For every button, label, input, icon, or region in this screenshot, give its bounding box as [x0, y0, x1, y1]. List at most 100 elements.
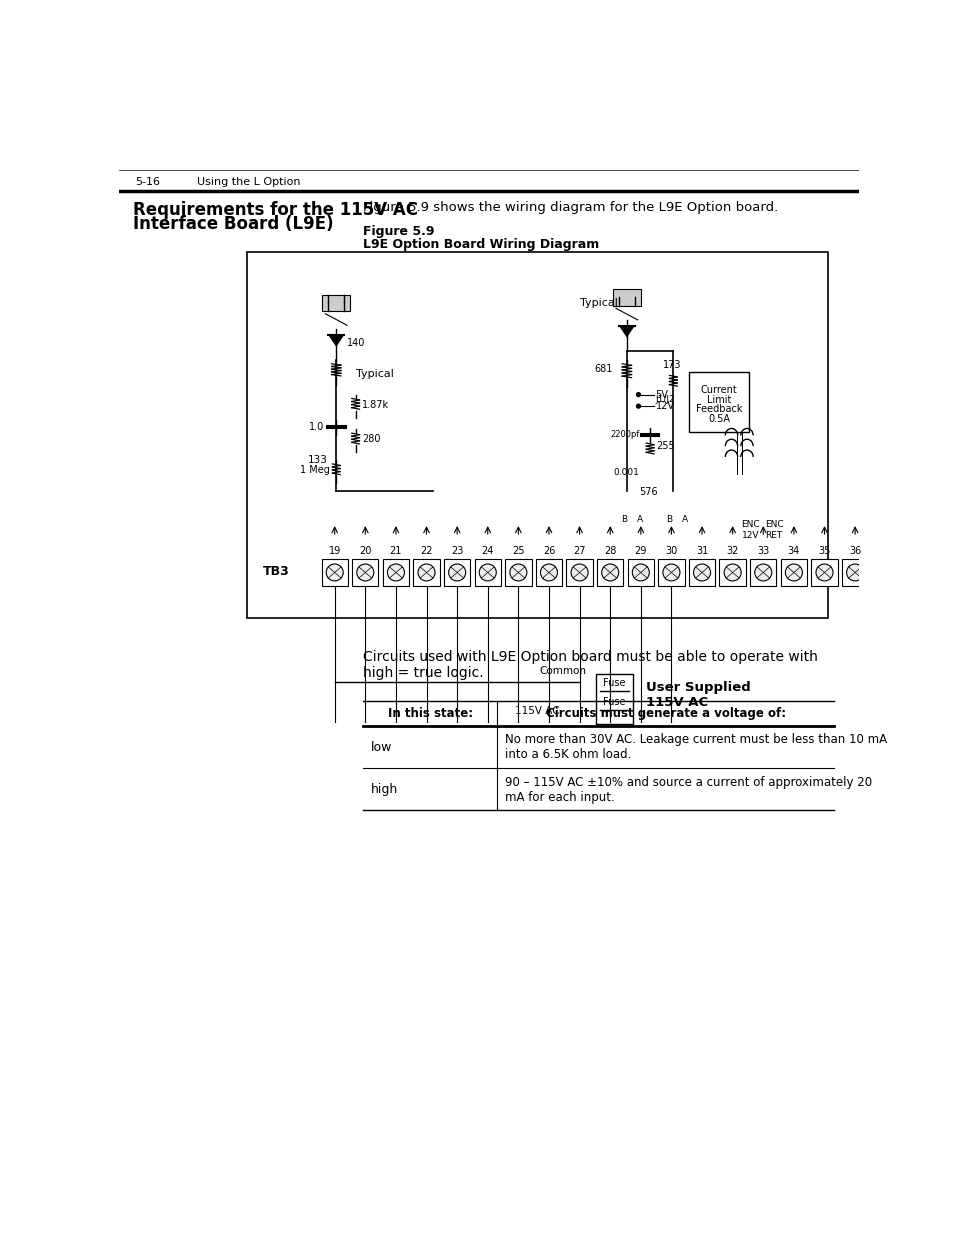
- Circle shape: [693, 564, 710, 580]
- Circle shape: [723, 564, 740, 580]
- Text: J1/J2: J1/J2: [655, 395, 675, 405]
- Text: 1.0: 1.0: [308, 422, 323, 432]
- Circle shape: [815, 564, 832, 580]
- Text: No more than 30V AC. Leakage current must be less than 10 mA
into a 6.5K ohm loa: No more than 30V AC. Leakage current mus…: [505, 734, 886, 762]
- Text: 576: 576: [639, 487, 658, 496]
- Circle shape: [571, 564, 587, 580]
- Text: 280: 280: [361, 435, 380, 445]
- Text: Circuits must generate a voltage of:: Circuits must generate a voltage of:: [545, 706, 785, 720]
- Text: User Supplied
115V AC: User Supplied 115V AC: [645, 680, 750, 709]
- Bar: [413, 558, 439, 585]
- Text: 19: 19: [328, 546, 340, 556]
- Circle shape: [784, 564, 801, 580]
- Text: 24: 24: [481, 546, 494, 556]
- Text: 35: 35: [818, 546, 830, 556]
- Text: 1 Meg: 1 Meg: [300, 466, 330, 475]
- Bar: [719, 558, 745, 585]
- Polygon shape: [328, 336, 344, 347]
- Bar: [474, 558, 500, 585]
- Bar: [352, 558, 378, 585]
- Text: 90 – 115V AC ±10% and source a current of approximately 20
mA for each input.: 90 – 115V AC ±10% and source a current o…: [505, 776, 871, 804]
- Text: 31: 31: [695, 546, 707, 556]
- Text: high = true logic.: high = true logic.: [363, 666, 483, 679]
- Text: 21: 21: [390, 546, 402, 556]
- Bar: [810, 558, 837, 585]
- Text: 26: 26: [542, 546, 555, 556]
- Text: 36: 36: [848, 546, 861, 556]
- Bar: [443, 558, 470, 585]
- Circle shape: [326, 564, 343, 580]
- Text: 30: 30: [664, 546, 677, 556]
- Bar: [597, 558, 622, 585]
- Text: 5V: 5V: [655, 389, 668, 400]
- Bar: [596, 674, 633, 724]
- Text: Fuse: Fuse: [602, 678, 625, 688]
- Text: 140: 140: [347, 338, 365, 348]
- Text: 133: 133: [307, 454, 327, 466]
- Text: TB3: TB3: [262, 566, 289, 578]
- Text: Requirements for the 115V AC: Requirements for the 115V AC: [133, 200, 417, 219]
- Text: B: B: [666, 515, 672, 524]
- Text: 0.001: 0.001: [613, 468, 639, 478]
- Text: 27: 27: [573, 546, 585, 556]
- Bar: [536, 558, 561, 585]
- Text: 22: 22: [420, 546, 433, 556]
- Bar: [322, 294, 350, 311]
- Text: Interface Board (L9E): Interface Board (L9E): [133, 215, 334, 233]
- Text: Current: Current: [700, 385, 737, 395]
- Text: high: high: [371, 783, 398, 797]
- Circle shape: [356, 564, 374, 580]
- Text: 1.87k: 1.87k: [361, 400, 389, 410]
- Bar: [780, 558, 806, 585]
- Text: Common: Common: [539, 666, 586, 676]
- Text: 0.5A: 0.5A: [707, 414, 729, 424]
- Circle shape: [478, 564, 496, 580]
- Text: 25: 25: [512, 546, 524, 556]
- Circle shape: [636, 404, 639, 408]
- Circle shape: [417, 564, 435, 580]
- Text: 32: 32: [726, 546, 738, 556]
- Text: Using the L Option: Using the L Option: [196, 178, 300, 188]
- Circle shape: [509, 564, 526, 580]
- Polygon shape: [618, 326, 634, 337]
- Text: Figure 5.9 shows the wiring diagram for the L9E Option board.: Figure 5.9 shows the wiring diagram for …: [363, 200, 778, 214]
- Text: 255: 255: [656, 441, 675, 451]
- Bar: [749, 558, 776, 585]
- Text: B: B: [620, 515, 627, 524]
- Circle shape: [448, 564, 465, 580]
- Bar: [612, 289, 640, 306]
- Text: 5-16: 5-16: [134, 178, 159, 188]
- Text: Circuits used with L9E Option board must be able to operate with: Circuits used with L9E Option board must…: [363, 651, 818, 664]
- Bar: [247, 252, 827, 618]
- Bar: [627, 558, 654, 585]
- Circle shape: [632, 564, 649, 580]
- Text: Figure 5.9: Figure 5.9: [363, 225, 435, 238]
- Text: ENC
12V: ENC 12V: [740, 520, 760, 540]
- Text: Feedback: Feedback: [695, 404, 741, 414]
- Text: Limit: Limit: [706, 395, 731, 405]
- Circle shape: [601, 564, 618, 580]
- Text: L9E Option Board Wiring Diagram: L9E Option Board Wiring Diagram: [363, 237, 599, 251]
- Text: 28: 28: [603, 546, 616, 556]
- Text: 33: 33: [757, 546, 768, 556]
- Text: 12V: 12V: [655, 401, 674, 411]
- Text: In this state:: In this state:: [388, 706, 473, 720]
- Text: A: A: [637, 515, 642, 524]
- Circle shape: [845, 564, 862, 580]
- Text: A: A: [681, 515, 687, 524]
- Text: 681: 681: [594, 363, 612, 373]
- Text: ENC
RET: ENC RET: [764, 520, 782, 540]
- Bar: [321, 558, 348, 585]
- Bar: [382, 558, 409, 585]
- Bar: [566, 558, 592, 585]
- Text: 23: 23: [451, 546, 463, 556]
- Text: 29: 29: [634, 546, 646, 556]
- Text: Fuse: Fuse: [602, 697, 625, 706]
- Bar: [505, 558, 531, 585]
- Bar: [688, 558, 715, 585]
- Circle shape: [387, 564, 404, 580]
- Bar: [841, 558, 867, 585]
- Text: Typical: Typical: [579, 299, 618, 309]
- Text: 173: 173: [662, 359, 680, 369]
- Circle shape: [754, 564, 771, 580]
